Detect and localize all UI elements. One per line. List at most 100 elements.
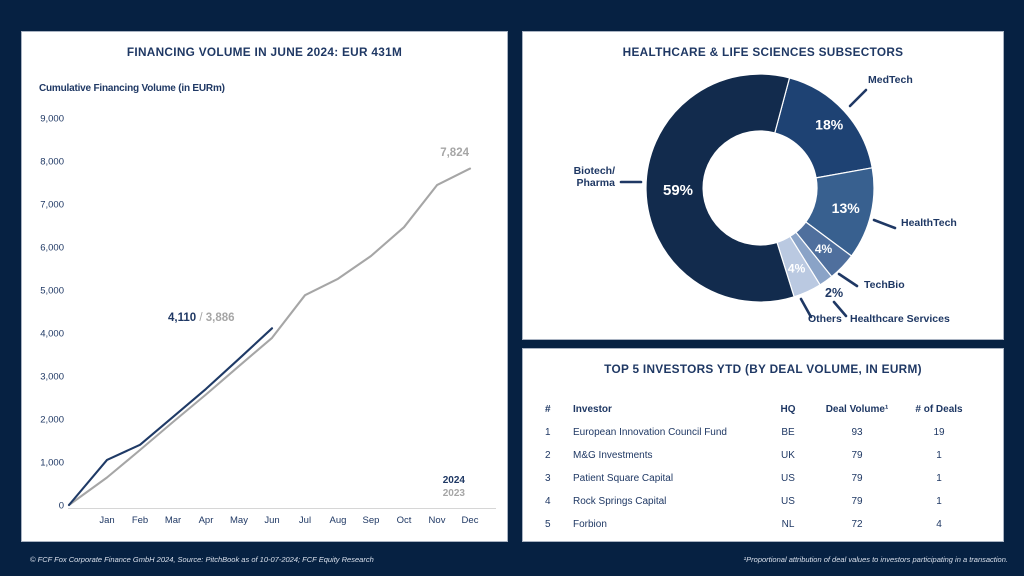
leader-healthtech xyxy=(872,218,897,230)
cell-num-deals: 1 xyxy=(936,496,942,507)
table-row: 1 European Innovation Council Fund BE 93… xyxy=(545,421,987,444)
y-tick-label: 4,000 xyxy=(40,329,64,340)
col-header-hq: HQ xyxy=(780,404,796,415)
x-tick-label: Nov xyxy=(429,515,446,526)
cell-deal-volume: 79 xyxy=(851,473,863,484)
slice-label-techbio: TechBio xyxy=(864,279,905,291)
slice-label-others: Others xyxy=(808,313,842,325)
series-line-2023 xyxy=(67,167,472,507)
cell-hq: NL xyxy=(781,519,795,530)
cell-num-deals: 19 xyxy=(933,427,945,438)
x-tick-label: Aug xyxy=(330,515,347,526)
x-tick-label: Apr xyxy=(199,515,214,526)
donut-slice-biotech-pharma xyxy=(645,73,795,303)
financing-volume-line-chart: 0 1,000 2,000 3,000 4,000 5,000 6,000 7,000 8,00… xyxy=(40,114,496,526)
slice-label-healthcare-services: Healthcare Services xyxy=(850,313,950,325)
cell-hq: US xyxy=(781,496,795,507)
june-data-label: 4,110 / 3,886 xyxy=(168,312,235,324)
cell-num-deals: 4 xyxy=(936,519,942,530)
col-header-deal-volume: Deal Volume¹ xyxy=(825,404,889,415)
cell-hq: BE xyxy=(781,427,795,438)
donut-pct-label: 4% xyxy=(788,261,806,275)
cell-investor: M&G Investments xyxy=(573,450,653,461)
y-tick-label: 5,000 xyxy=(40,286,64,297)
table-row: 2 M&G Investments UK 79 1 xyxy=(545,444,987,467)
cell-hq: UK xyxy=(781,450,795,461)
table-row: 4 Rock Springs Capital US 79 1 xyxy=(545,490,987,513)
x-tick-label: Jul xyxy=(299,515,311,526)
june-2024-value: 4,110 xyxy=(168,312,197,324)
june-label-separator: / xyxy=(196,312,206,324)
slice-label-medtech: MedTech xyxy=(868,74,913,86)
y-tick-label: 8,000 xyxy=(40,157,64,168)
cell-deal-volume: 79 xyxy=(851,496,863,507)
x-tick-label: Mar xyxy=(165,515,181,526)
cell-rank: 3 xyxy=(545,473,551,484)
top-investors-panel: TOP 5 INVESTORS YTD (BY DEAL VOLUME, IN … xyxy=(522,348,1004,542)
leader-others xyxy=(799,297,813,319)
cell-rank: 5 xyxy=(545,519,551,530)
y-tick-label: 7,000 xyxy=(40,200,64,211)
legend-2023: 2023 xyxy=(442,488,465,499)
cell-num-deals: 1 xyxy=(936,473,942,484)
subsectors-panel: HEALTHCARE & LIFE SCIENCES SUBSECTORS 18… xyxy=(522,31,1004,340)
cell-rank: 1 xyxy=(545,427,551,438)
chart-subtitle: Cumulative Financing Volume (in EURm) xyxy=(39,83,225,94)
donut-pct-label: 4% xyxy=(815,242,833,256)
y-tick-label: 0 xyxy=(59,501,64,512)
slice-label-healthtech: HealthTech xyxy=(901,217,957,229)
cell-investor: European Innovation Council Fund xyxy=(573,427,727,438)
table-row: 5 Forbion NL 72 4 xyxy=(545,513,987,536)
december-2023-value: 7,824 xyxy=(440,147,469,159)
leader-healthcare-services xyxy=(832,300,848,318)
y-tick-label: 9,000 xyxy=(40,114,64,125)
cell-investor: Patient Square Capital xyxy=(573,473,674,484)
cell-investor: Forbion xyxy=(573,519,607,530)
subsectors-title: HEALTHCARE & LIFE SCIENCES SUBSECTORS xyxy=(622,45,904,59)
financing-volume-title: FINANCING VOLUME IN JUNE 2024: EUR 431M xyxy=(126,45,403,59)
col-header-investor: Investor xyxy=(573,404,612,415)
x-tick-label: Jan xyxy=(99,515,114,526)
series-line-2024 xyxy=(67,327,274,507)
x-tick-label: May xyxy=(230,515,248,526)
donut-pct-label: 18% xyxy=(815,116,844,132)
june-2023-value: 3,886 xyxy=(205,312,235,324)
table-row: 3 Patient Square Capital US 79 1 xyxy=(545,467,987,490)
footnote-attribution: ¹Proportional attribution of deal values… xyxy=(743,555,1008,564)
investors-table: # Investor HQ Deal Volume¹ # of Deals 1 … xyxy=(545,398,987,536)
donut-slices: 18% 13% 4% 2% 4% 59% xyxy=(645,73,875,303)
col-header-rank: # xyxy=(545,404,551,415)
cell-investor: Rock Springs Capital xyxy=(573,496,667,507)
cell-num-deals: 1 xyxy=(936,450,942,461)
cell-rank: 2 xyxy=(545,450,551,461)
y-tick-label: 3,000 xyxy=(40,372,64,383)
copyright-source-note: © FCF Fox Corporate Finance GmbH 2024, S… xyxy=(30,555,374,564)
x-tick-label: Oct xyxy=(397,515,412,526)
leader-medtech xyxy=(848,88,868,108)
top-investors-title: TOP 5 INVESTORS YTD (BY DEAL VOLUME, IN … xyxy=(604,362,922,376)
slice-label-biotech-pharma: Biotech/ Pharma xyxy=(573,165,615,189)
x-tick-label: Sep xyxy=(363,515,380,526)
cell-hq: US xyxy=(781,473,795,484)
leader-techbio xyxy=(837,272,859,288)
cell-deal-volume: 72 xyxy=(851,519,863,530)
cell-deal-volume: 93 xyxy=(851,427,863,438)
y-tick-label: 2,000 xyxy=(40,415,64,426)
donut-pct-label: 13% xyxy=(832,200,861,216)
cell-deal-volume: 79 xyxy=(851,450,863,461)
donut-pct-label: 2% xyxy=(825,286,843,300)
donut-leader-lines xyxy=(619,88,897,319)
x-tick-label: Jun xyxy=(264,515,279,526)
donut-pct-label: 59% xyxy=(663,182,693,199)
cell-rank: 4 xyxy=(545,496,551,507)
financing-volume-panel: FINANCING VOLUME IN JUNE 2024: EUR 431M … xyxy=(21,31,508,542)
line-chart-legend: 2024 2023 xyxy=(443,474,465,500)
table-header-row: # Investor HQ Deal Volume¹ # of Deals xyxy=(545,398,987,421)
x-tick-label: Feb xyxy=(132,515,148,526)
y-tick-label: 6,000 xyxy=(40,243,64,254)
x-tick-label: Dec xyxy=(462,515,479,526)
legend-2024: 2024 xyxy=(442,475,465,486)
subsectors-donut-chart: 18% 13% 4% 2% 4% 59% xyxy=(619,73,897,319)
col-header-num-deals: # of Deals xyxy=(915,404,963,415)
y-tick-label: 1,000 xyxy=(40,458,64,469)
